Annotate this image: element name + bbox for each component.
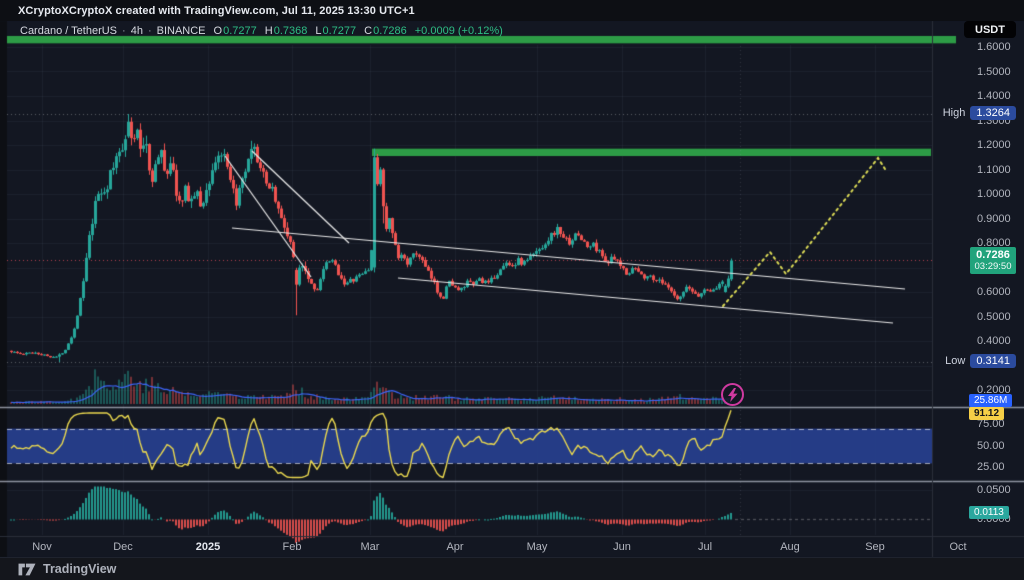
time-axis[interactable]: Nov Dec 2025 Feb Mar Apr May Jun Jul Aug Sep Oct	[0, 536, 1024, 557]
price-axis-label: 1.5000	[977, 65, 1011, 78]
ohlc-key: O	[213, 25, 223, 37]
exchange-label: BINANCE	[156, 25, 206, 37]
rsi-value-badge: 91.12	[969, 407, 1005, 420]
high-label: High	[942, 107, 966, 120]
footer-bar: TradingView	[0, 557, 1024, 580]
separator-dot: ·	[122, 25, 126, 37]
time-axis-label: Dec	[113, 541, 133, 553]
low-value: 0.3141	[970, 354, 1016, 369]
price-axis-label: 1.2000	[977, 139, 1011, 151]
watermark-bar: XCryptoXCryptoX created with TradingView…	[0, 0, 1024, 21]
price-change: +0.0009 (+0.12%)	[414, 25, 503, 37]
price-axis-label: 1.1000	[977, 163, 1011, 176]
separator-dot: ·	[147, 25, 152, 37]
price-axis-label: 0.8000	[977, 237, 1011, 249]
high-price-badge: High 1.3264	[938, 106, 1016, 121]
ohlc-value: 0.7286	[373, 25, 407, 37]
price-axis-label: 0.5000	[977, 310, 1011, 323]
ohlc-value: 0.7368	[273, 25, 308, 37]
last-price-value: 0.7286	[976, 249, 1010, 262]
ohlc-value: 0.7277	[223, 25, 257, 37]
rsi-axis-label: 75.00	[977, 418, 1005, 430]
ohlc-key: C	[364, 25, 373, 37]
time-axis-label: Nov	[32, 541, 52, 553]
price-axis-label: 1.0000	[977, 188, 1011, 200]
ohlc-key: L	[315, 25, 322, 37]
low-label: Low	[945, 355, 966, 368]
tradingview-logo-icon[interactable]	[18, 562, 36, 577]
flash-idea-icon[interactable]	[721, 383, 744, 406]
price-axis-label: 1.6000	[977, 41, 1011, 53]
price-axis-label: 0.4000	[977, 335, 1011, 347]
time-axis-label: Jul	[697, 541, 713, 553]
symbol-name[interactable]: Cardano / TetherUS	[20, 25, 118, 37]
time-axis-label: Oct	[949, 541, 967, 553]
symbol-info-bar[interactable]: Cardano / TetherUS · 4h · BINANCE O0.727…	[20, 23, 503, 39]
tradingview-brand-text[interactable]: TradingView	[43, 562, 117, 576]
time-axis-label: 2025	[195, 541, 221, 553]
lightning-bolt-icon	[727, 387, 738, 402]
time-axis-label: Mar	[360, 541, 380, 553]
ohlc-value: 0.7277	[322, 25, 357, 37]
price-axis[interactable]: 1.6000 1.5000 1.4000 1.3000 1.2000 1.1000 1.00…	[933, 21, 1024, 557]
histogram-value-badge: 0.0113	[969, 506, 1009, 519]
price-axis-label: 0.2000	[977, 384, 1011, 396]
histogram-axis-label: 0.0500	[977, 484, 1011, 496]
time-axis-label: Sep	[865, 541, 885, 553]
last-price-badge: 0.7286 03:29:50	[970, 247, 1016, 275]
rsi-axis-label: 50.00	[977, 440, 1005, 452]
time-axis-label: May	[526, 541, 548, 553]
time-axis-label: Feb	[282, 541, 302, 553]
price-axis-label: 0.9000	[977, 212, 1011, 225]
bar-countdown: 03:29:50	[974, 261, 1012, 273]
low-price-badge: Low 0.3141	[938, 354, 1016, 369]
ohlc-values: O0.7277 H0.7368 L0.7277 C0.7286	[206, 25, 407, 37]
time-axis-label: Jun	[613, 541, 631, 553]
rsi-axis-label: 25.00	[977, 461, 1005, 473]
price-axis-label: 0.6000	[977, 286, 1011, 298]
high-value: 1.3264	[970, 106, 1016, 121]
time-axis-label: Aug	[780, 541, 800, 553]
currency-badge[interactable]: USDT	[964, 21, 1016, 38]
watermark-title: XCryptoXCryptoX created with TradingView…	[18, 4, 415, 17]
time-axis-label: Apr	[446, 541, 464, 553]
volume-value-badge: 25.86M	[969, 394, 1013, 407]
price-axis-label: 1.4000	[977, 90, 1011, 102]
interval-label[interactable]: 4h	[130, 25, 143, 37]
ohlc-key: H	[264, 25, 273, 37]
